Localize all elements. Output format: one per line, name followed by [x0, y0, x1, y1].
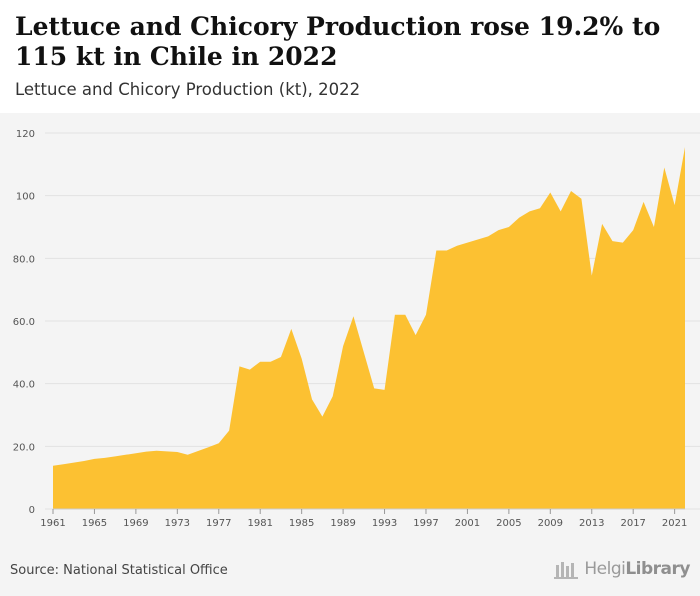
- x-tick-label: 1969: [123, 518, 148, 529]
- x-tick-label: 1981: [247, 518, 272, 529]
- helgi-library-logo: HelgiLibrary: [554, 559, 690, 579]
- y-tick-label: 80.0: [13, 254, 35, 265]
- page-title: Lettuce and Chicory Production rose 19.2…: [15, 12, 661, 71]
- x-tick-label: 2009: [538, 518, 563, 529]
- x-tick-label: 2001: [455, 518, 480, 529]
- x-tick-label: 2005: [496, 518, 521, 529]
- y-tick-label: 60.0: [13, 317, 35, 328]
- footer: Source: National Statistical Office Helg…: [0, 545, 700, 596]
- library-icon: [554, 562, 579, 579]
- y-tick-label: 0: [29, 505, 35, 516]
- brand-name: HelgiLibrary: [584, 559, 690, 579]
- x-tick-label: 1961: [40, 518, 65, 529]
- y-tick-label: 20.0: [13, 442, 35, 453]
- x-tick-label: 1997: [413, 518, 438, 529]
- source-note: Source: National Statistical Office: [10, 563, 228, 578]
- x-tick-label: 1977: [206, 518, 231, 529]
- x-tick-label: 1989: [330, 518, 355, 529]
- area-chart: 0 20.0 40.0 60.0 80.0 100 120 1961 1965 1969 1973 1…: [13, 129, 700, 529]
- y-tick-label: 40.0: [13, 380, 35, 391]
- chart-area: 0 20.0 40.0 60.0 80.0 100 120 1961 1965 1969 1973 1…: [0, 113, 700, 545]
- x-tick-label: 1985: [289, 518, 314, 529]
- x-tick-label: 2021: [662, 518, 687, 529]
- x-tick-label: 2017: [620, 518, 645, 529]
- chart-subtitle: Lettuce and Chicory Production (kt), 202…: [15, 80, 361, 99]
- x-tick-label: 2013: [579, 518, 604, 529]
- y-tick-label: 100: [16, 192, 35, 203]
- series-area: [53, 147, 685, 509]
- x-tick-label: 1965: [82, 518, 107, 529]
- y-tick-label: 120: [16, 129, 35, 140]
- x-tick-label: 1973: [165, 518, 190, 529]
- x-tick-label: 1993: [372, 518, 397, 529]
- header: Lettuce and Chicory Production rose 19.2…: [0, 0, 700, 113]
